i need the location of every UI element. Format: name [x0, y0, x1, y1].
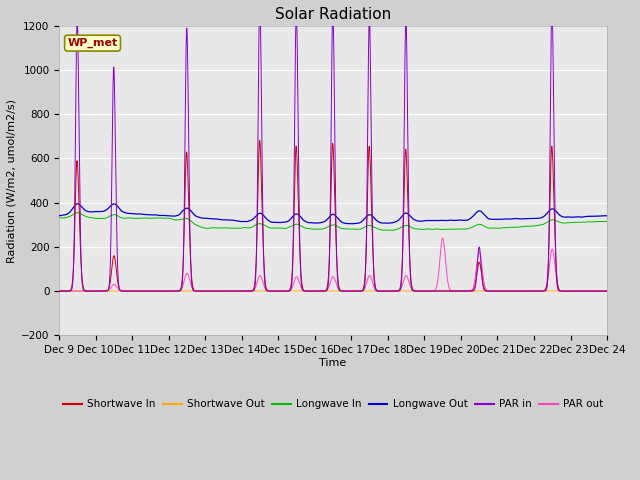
Text: WP_met: WP_met [67, 38, 118, 48]
Title: Solar Radiation: Solar Radiation [275, 7, 391, 22]
Y-axis label: Radiation (W/m2, umol/m2/s): Radiation (W/m2, umol/m2/s) [7, 98, 17, 263]
X-axis label: Time: Time [319, 358, 347, 368]
Legend: Shortwave In, Shortwave Out, Longwave In, Longwave Out, PAR in, PAR out: Shortwave In, Shortwave Out, Longwave In… [59, 395, 607, 414]
